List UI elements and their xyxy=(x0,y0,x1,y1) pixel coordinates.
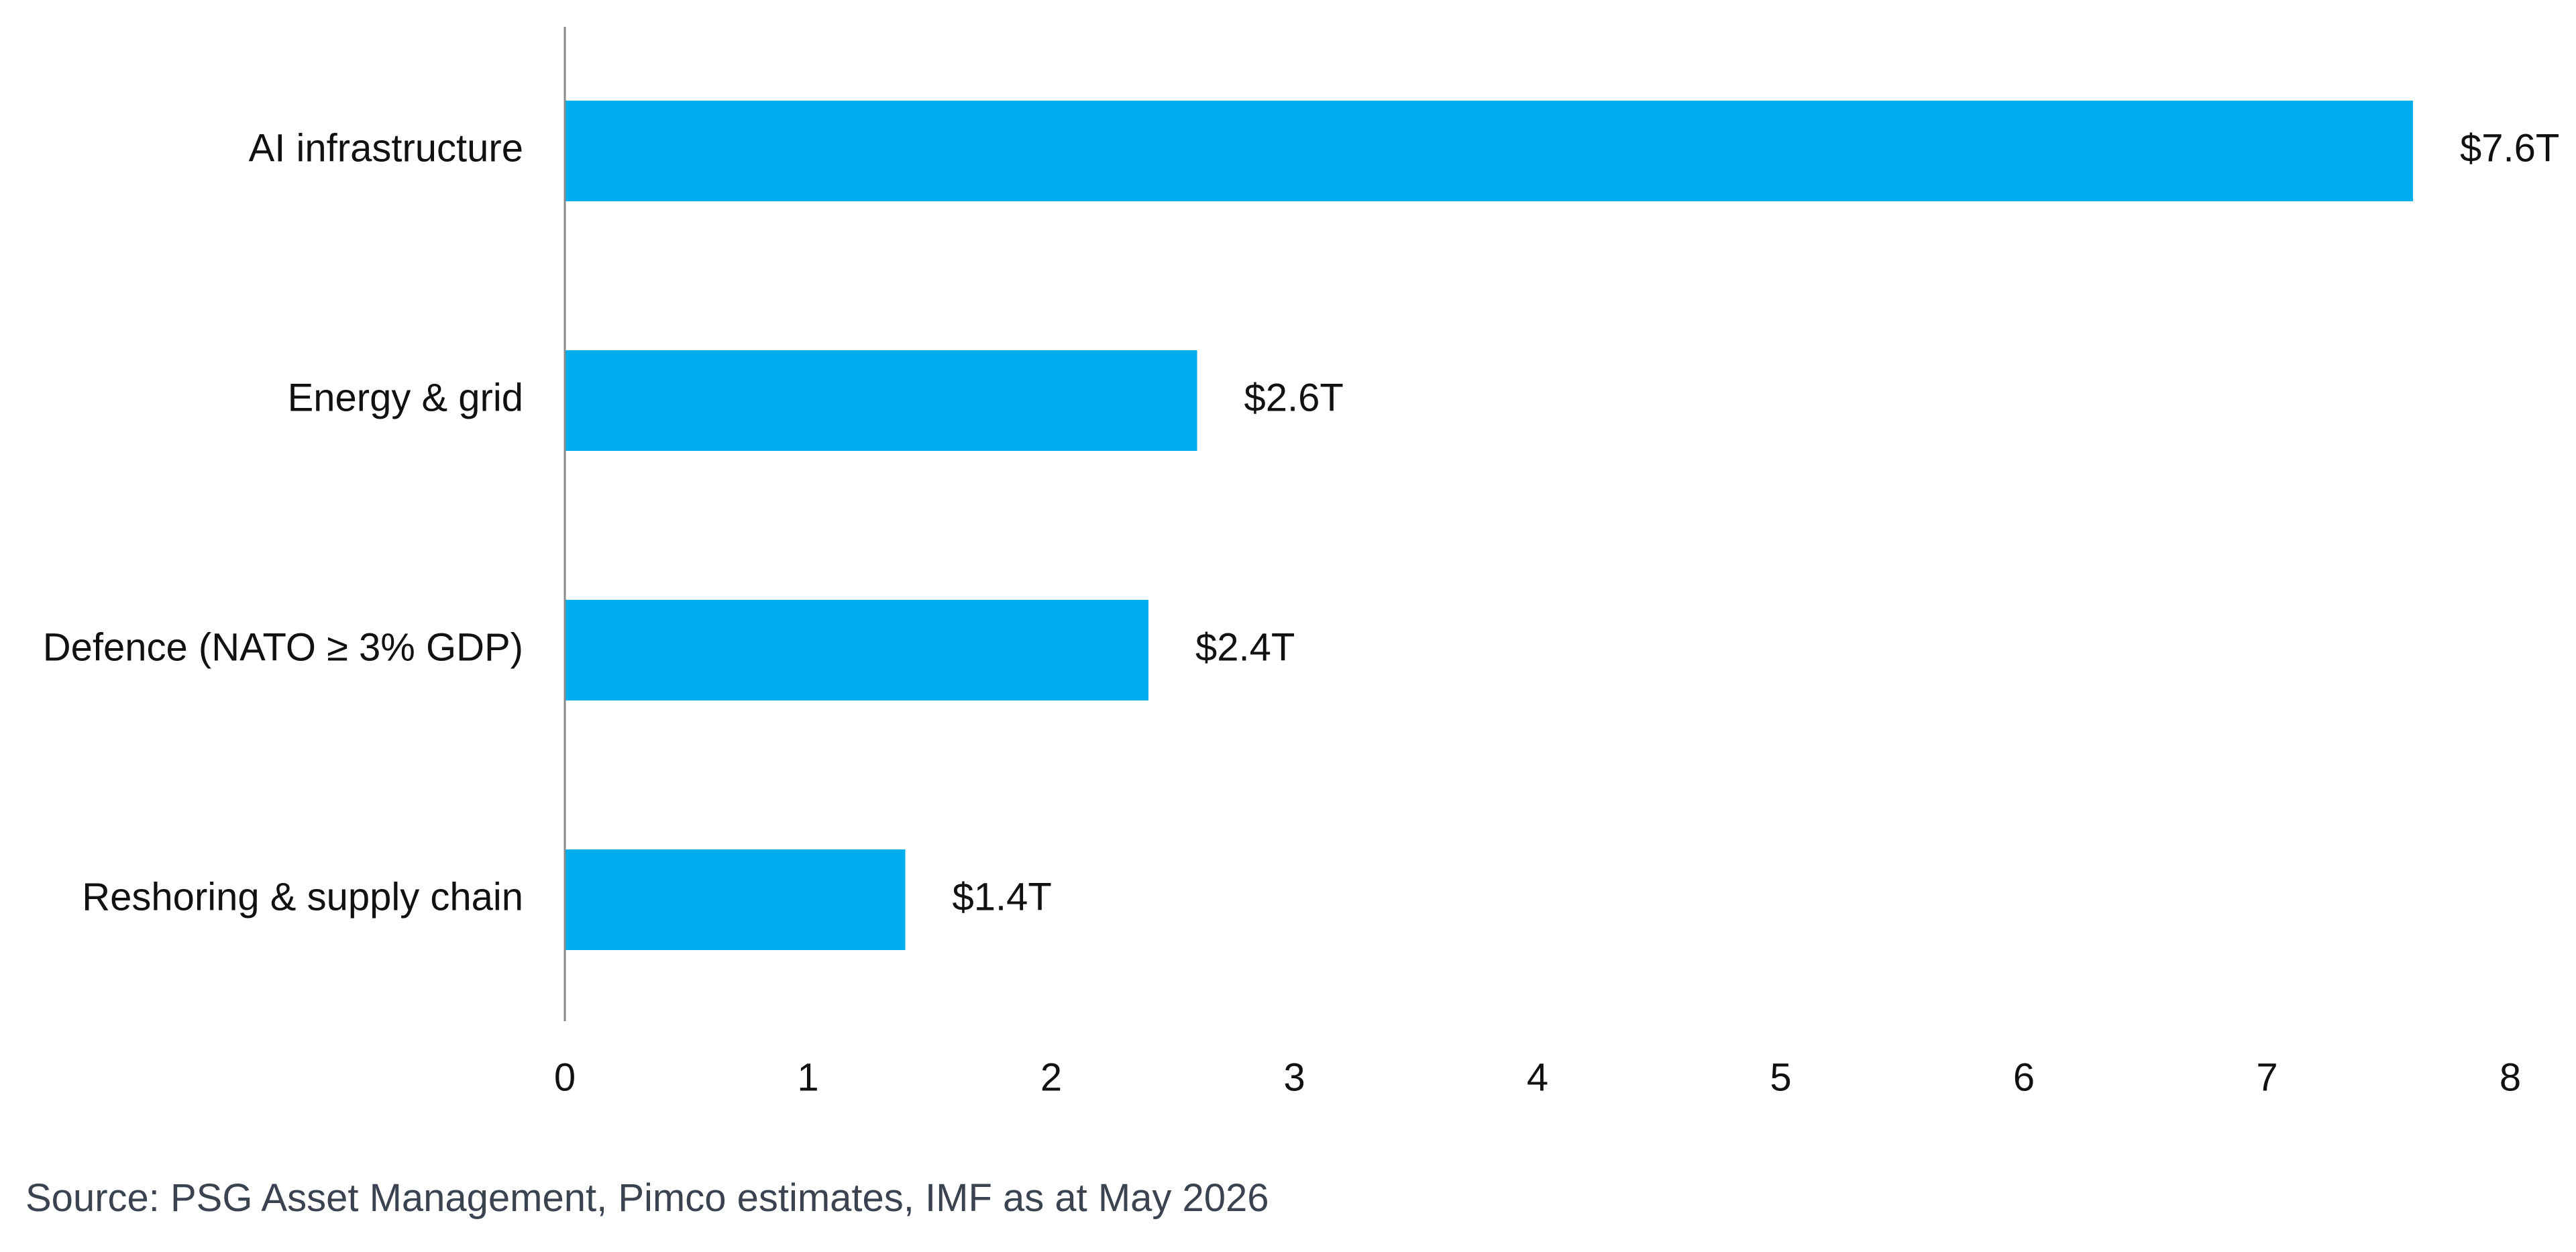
x-tick-label-4: 4 xyxy=(1527,1055,1548,1099)
x-tick-label-2: 2 xyxy=(1040,1055,1062,1099)
bar-0 xyxy=(565,101,2413,201)
bar-3 xyxy=(565,849,906,950)
x-tick-label-3: 3 xyxy=(1283,1055,1305,1099)
x-axis-ticks-group: 0 1 2 3 4 5 6 7 8 xyxy=(554,1055,2521,1099)
x-tick-label-6: 6 xyxy=(2013,1055,2035,1099)
value-label-0: $7.6T xyxy=(2460,126,2559,170)
x-tick-label-7: 7 xyxy=(2256,1055,2277,1099)
x-tick-label-5: 5 xyxy=(1770,1055,1791,1099)
x-tick-label-1: 1 xyxy=(797,1055,818,1099)
value-labels-group: $7.6T $2.6T $2.4T $1.4T xyxy=(953,126,2560,919)
bar-2 xyxy=(565,600,1148,700)
category-label-3: Reshoring & supply chain xyxy=(82,875,523,919)
value-label-3: $1.4T xyxy=(953,875,1052,919)
source-note: Source: PSG Asset Management, Pimco esti… xyxy=(25,1176,1269,1220)
x-tick-label-0: 0 xyxy=(554,1055,576,1099)
bar-1 xyxy=(565,350,1197,451)
x-tick-label-8: 8 xyxy=(2500,1055,2521,1099)
category-label-0: AI infrastructure xyxy=(249,126,523,170)
bars-group xyxy=(565,101,2413,950)
category-labels-group: AI infrastructure Energy & grid Defence (N… xyxy=(43,126,523,919)
value-label-2: $2.4T xyxy=(1195,625,1295,669)
category-label-1: Energy & grid xyxy=(288,376,523,419)
value-label-1: $2.6T xyxy=(1244,376,1344,419)
category-label-2: Defence (NATO ≥ 3% GDP) xyxy=(43,625,523,669)
